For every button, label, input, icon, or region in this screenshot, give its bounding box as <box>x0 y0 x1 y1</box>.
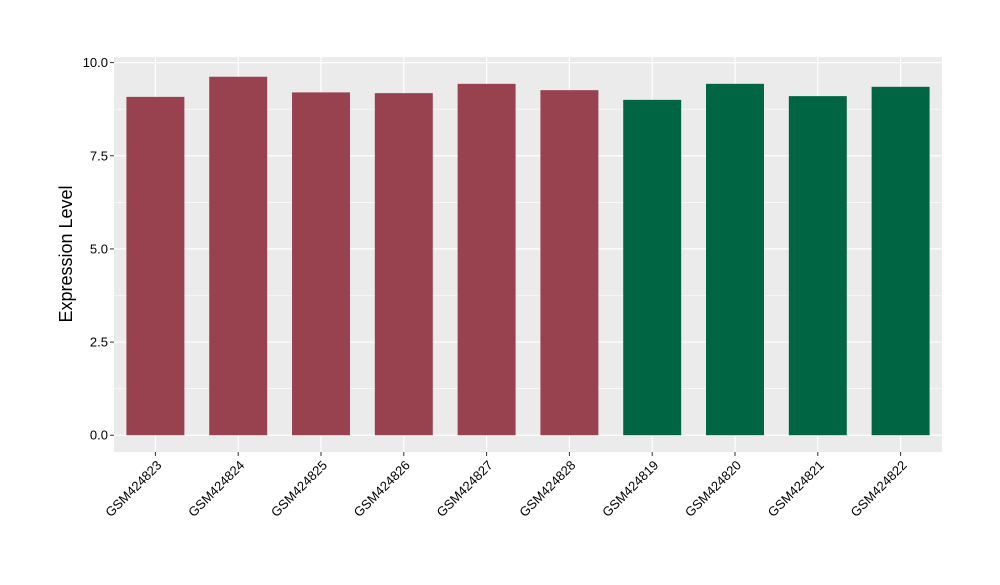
y-tick-label: 5.0 <box>90 241 108 256</box>
y-tick-label: 10.0 <box>83 55 108 70</box>
bar-GSM424820 <box>706 83 764 436</box>
bar-GSM424825 <box>292 92 350 436</box>
bar-GSM424827 <box>457 83 516 436</box>
bar-GSM424824 <box>209 76 268 436</box>
y-tick-label: 2.5 <box>90 335 108 350</box>
bar-GSM424822 <box>871 86 930 436</box>
bars <box>126 76 930 436</box>
y-axis: 0.0 2.5 5.0 7.5 10.0 <box>83 55 114 443</box>
bar-GSM424826 <box>374 93 433 436</box>
y-axis-label: Expression Level <box>56 185 76 322</box>
y-tick-label: 7.5 <box>90 148 108 163</box>
bar-GSM424828 <box>540 90 599 436</box>
bar-GSM424819 <box>623 99 682 436</box>
bar-GSM424821 <box>788 96 847 436</box>
bar-GSM424823 <box>126 96 185 436</box>
y-tick-label: 0.0 <box>90 428 108 443</box>
